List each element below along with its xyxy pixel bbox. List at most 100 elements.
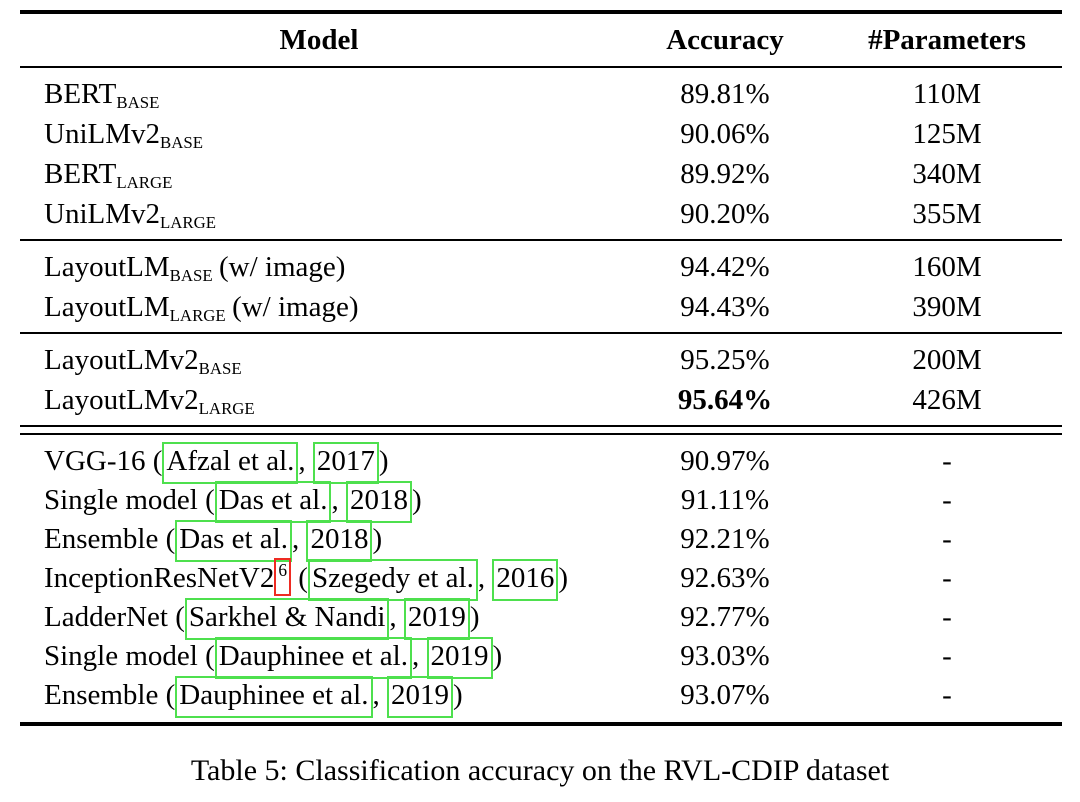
model-name: LayoutLM [44, 251, 170, 283]
close-paren: ) [469, 601, 480, 633]
citation-separator: , [372, 679, 387, 711]
close-paren: ) [453, 679, 463, 711]
model-cell: InceptionResNetV2 6 (Szegedy et al., 2016… [20, 558, 618, 601]
model-cell: LayoutLMBASE (w/ image) [20, 247, 618, 287]
model-name: Ensemble ( [44, 679, 176, 711]
model-subscript: BASE [198, 359, 242, 379]
model-name: Single model ( [44, 640, 215, 672]
model-cell: Single model (Dauphinee et al., 2019) [20, 637, 618, 679]
params-cell: 160M [912, 251, 982, 283]
citation-separator: , [389, 601, 404, 633]
citation-year-link[interactable]: 2016 [492, 559, 559, 601]
table-row: VGG-16 (Afzal et al., 2017) 90.97% - [20, 442, 1062, 484]
accuracy-cell: 92.21% [680, 523, 770, 555]
model-name: VGG-16 ( [44, 445, 163, 477]
citation-separator: , [331, 484, 346, 516]
close-paren: ) [492, 640, 503, 672]
model-cell: LadderNet (Sarkhel & Nandi, 2019) [20, 598, 618, 640]
model-subscript: BASE [169, 266, 213, 286]
table-row: Ensemble (Dauphinee et al., 2019) 93.07%… [20, 676, 1062, 718]
table-row: UniLMv2LARGE 90.20% 355M [20, 194, 1062, 234]
footnote-link[interactable]: 6 [274, 558, 292, 597]
table-row: LayoutLMv2LARGE 95.64% 426M [20, 380, 1062, 420]
section-rule [20, 239, 1062, 241]
citation-separator: , [291, 523, 307, 555]
table-row: BERTBASE 89.81% 110M [20, 74, 1062, 114]
model-subscript: LARGE [116, 173, 173, 193]
citation-link[interactable]: Szegedy et al. [307, 559, 478, 601]
params-cell: - [942, 640, 952, 672]
accuracy-cell: 92.63% [680, 562, 770, 594]
double-rule [20, 425, 1062, 435]
model-name: BERT [44, 158, 117, 190]
close-paren: ) [558, 562, 568, 594]
model-name: UniLMv2 [44, 118, 160, 150]
model-cell: LayoutLMv2LARGE [20, 380, 618, 420]
table-row: LayoutLMv2BASE 95.25% 200M [20, 340, 1062, 380]
model-name: LadderNet ( [44, 601, 185, 633]
close-paren: ) [372, 523, 383, 555]
accuracy-cell: 93.07% [680, 679, 770, 711]
model-cell: BERTBASE [20, 74, 618, 114]
model-subscript: BASE [116, 93, 160, 113]
column-header-accuracy: Accuracy [666, 24, 784, 56]
accuracy-cell: 90.20% [680, 198, 770, 230]
accuracy-cell: 95.25% [680, 344, 770, 376]
params-cell: 355M [912, 198, 982, 230]
accuracy-cell: 94.43% [680, 291, 770, 323]
model-subscript: BASE [160, 133, 203, 153]
model-name: Single model ( [44, 484, 215, 516]
close-paren: ) [378, 445, 389, 477]
citation-year-link[interactable]: 2019 [426, 637, 493, 679]
section-baselines: BERTBASE 89.81% 110M UniLMv2BASE 90.06% … [20, 68, 1062, 239]
citation-link[interactable]: Dauphinee et al. [175, 676, 373, 718]
table-row: Single model (Das et al., 2018) 91.11% - [20, 481, 1062, 523]
params-cell: 340M [912, 158, 982, 190]
model-subscript: LARGE [198, 399, 255, 419]
accuracy-cell: 93.03% [680, 640, 770, 672]
params-cell: 200M [912, 344, 982, 376]
citation-year-link[interactable]: 2018 [345, 481, 412, 523]
table-row: InceptionResNetV2 6 (Szegedy et al., 2016… [20, 558, 1062, 601]
accuracy-cell: 90.97% [680, 445, 770, 477]
top-rule [20, 10, 1062, 14]
table-row: LadderNet (Sarkhel & Nandi, 2019) 92.77%… [20, 598, 1062, 640]
model-cell: UniLMv2BASE [20, 114, 618, 154]
citation-year-link[interactable]: 2019 [403, 598, 470, 640]
citation-link[interactable]: Afzal et al. [162, 442, 299, 484]
accuracy-cell: 92.77% [680, 601, 770, 633]
header-row: Model Accuracy #Parameters [20, 14, 1062, 66]
params-cell: - [942, 523, 952, 555]
model-cell: LayoutLMLARGE (w/ image) [20, 287, 618, 327]
model-name: UniLMv2 [44, 198, 160, 230]
accuracy-cell: 89.81% [680, 78, 770, 110]
params-cell: 125M [912, 118, 982, 150]
citation-link[interactable]: Dauphinee et al. [214, 637, 412, 679]
model-name: LayoutLM [44, 291, 170, 323]
model-name: LayoutLMv2 [44, 344, 199, 376]
model-cell: Single model (Das et al., 2018) [20, 481, 618, 523]
citation-separator: , [412, 640, 427, 672]
results-table: Model Accuracy #Parameters BERTBASE 89.8… [20, 10, 1062, 726]
params-cell: - [942, 445, 952, 477]
section-rule [20, 332, 1062, 334]
citation-year-link[interactable]: 2019 [387, 676, 453, 718]
citation-link[interactable]: Das et al. [214, 481, 332, 523]
citation-year-link[interactable]: 2018 [306, 520, 373, 562]
model-subscript: LARGE [160, 213, 217, 233]
table-row: LayoutLMLARGE (w/ image) 94.43% 390M [20, 287, 1062, 327]
citation-link[interactable]: Sarkhel & Nandi [184, 598, 390, 640]
model-cell: VGG-16 (Afzal et al., 2017) [20, 442, 618, 484]
column-header-model: Model [279, 24, 359, 56]
model-cell: UniLMv2LARGE [20, 194, 618, 234]
table-row: BERTLARGE 89.92% 340M [20, 154, 1062, 194]
citation-separator: , [477, 562, 493, 594]
table-row: LayoutLMBASE (w/ image) 94.42% 160M [20, 247, 1062, 287]
params-cell: 390M [912, 291, 982, 323]
citation-link[interactable]: Das et al. [175, 520, 292, 562]
column-header-parameters: #Parameters [868, 24, 1026, 56]
citation-year-link[interactable]: 2017 [312, 442, 379, 484]
accuracy-cell-best: 95.64% [677, 384, 773, 416]
model-note: (w/ image) [219, 251, 346, 283]
